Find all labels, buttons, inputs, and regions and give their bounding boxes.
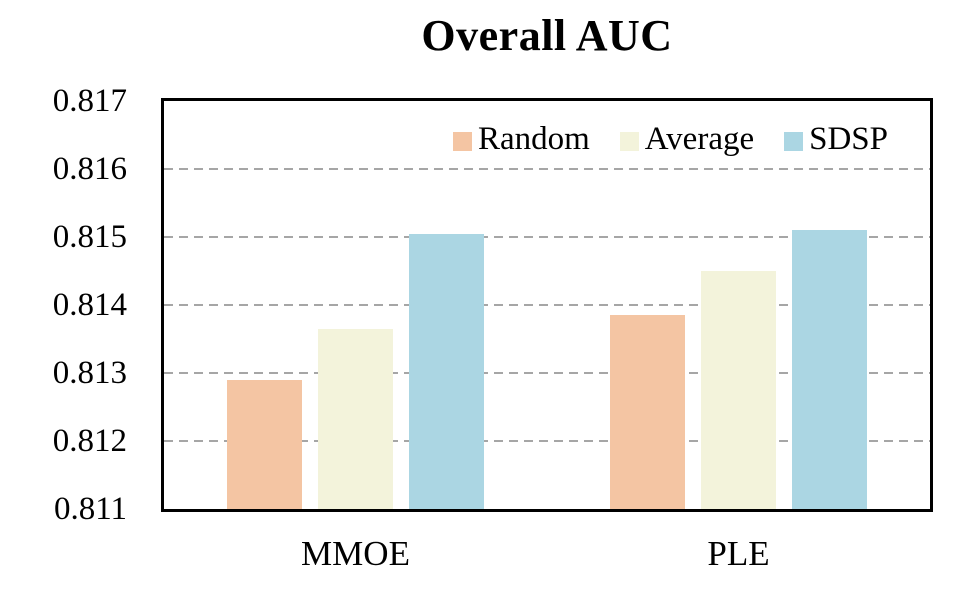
y-tick-label: 0.815 — [52, 219, 127, 255]
bar-average-ple — [701, 271, 776, 509]
y-tick-label: 0.814 — [52, 287, 127, 323]
legend-label: SDSP — [809, 121, 888, 157]
y-tick-label: 0.817 — [52, 83, 127, 119]
plot-area: Random Average SDSP — [161, 98, 933, 512]
legend-label: Random — [477, 121, 590, 157]
bar-sdsp-mmoe — [409, 233, 484, 509]
x-tick-label-ple: PLE — [707, 534, 770, 573]
legend-label: Average — [644, 121, 755, 157]
y-tick-label: 0.813 — [52, 355, 127, 391]
gridline — [164, 440, 930, 442]
bar-average-mmoe — [318, 328, 393, 509]
y-tick-label: 0.812 — [52, 423, 127, 459]
legend-item-average: Average — [619, 121, 755, 158]
gridline — [164, 236, 930, 238]
bar-random-ple — [610, 315, 685, 509]
legend-item-sdsp: SDSP — [784, 121, 888, 158]
x-tick-label-mmoe: MMOE — [301, 534, 410, 573]
gridline — [164, 168, 930, 170]
gridline — [164, 372, 930, 374]
chart-title: Overall AUC — [421, 11, 673, 60]
legend: Random Average SDSP — [452, 121, 888, 158]
legend-swatch-icon-average — [619, 131, 639, 151]
y-tick-label: 0.816 — [52, 151, 127, 187]
legend-swatch-icon-sdsp — [784, 131, 804, 151]
bar-group-ple — [610, 230, 867, 509]
bar-group-mmoe — [227, 233, 484, 509]
legend-item-random: Random — [452, 121, 590, 158]
gridline — [164, 304, 930, 306]
bar-sdsp-ple — [792, 230, 867, 509]
y-tick-label: 0.811 — [53, 491, 127, 527]
legend-swatch-icon-random — [452, 131, 472, 151]
bar-random-mmoe — [227, 379, 302, 509]
